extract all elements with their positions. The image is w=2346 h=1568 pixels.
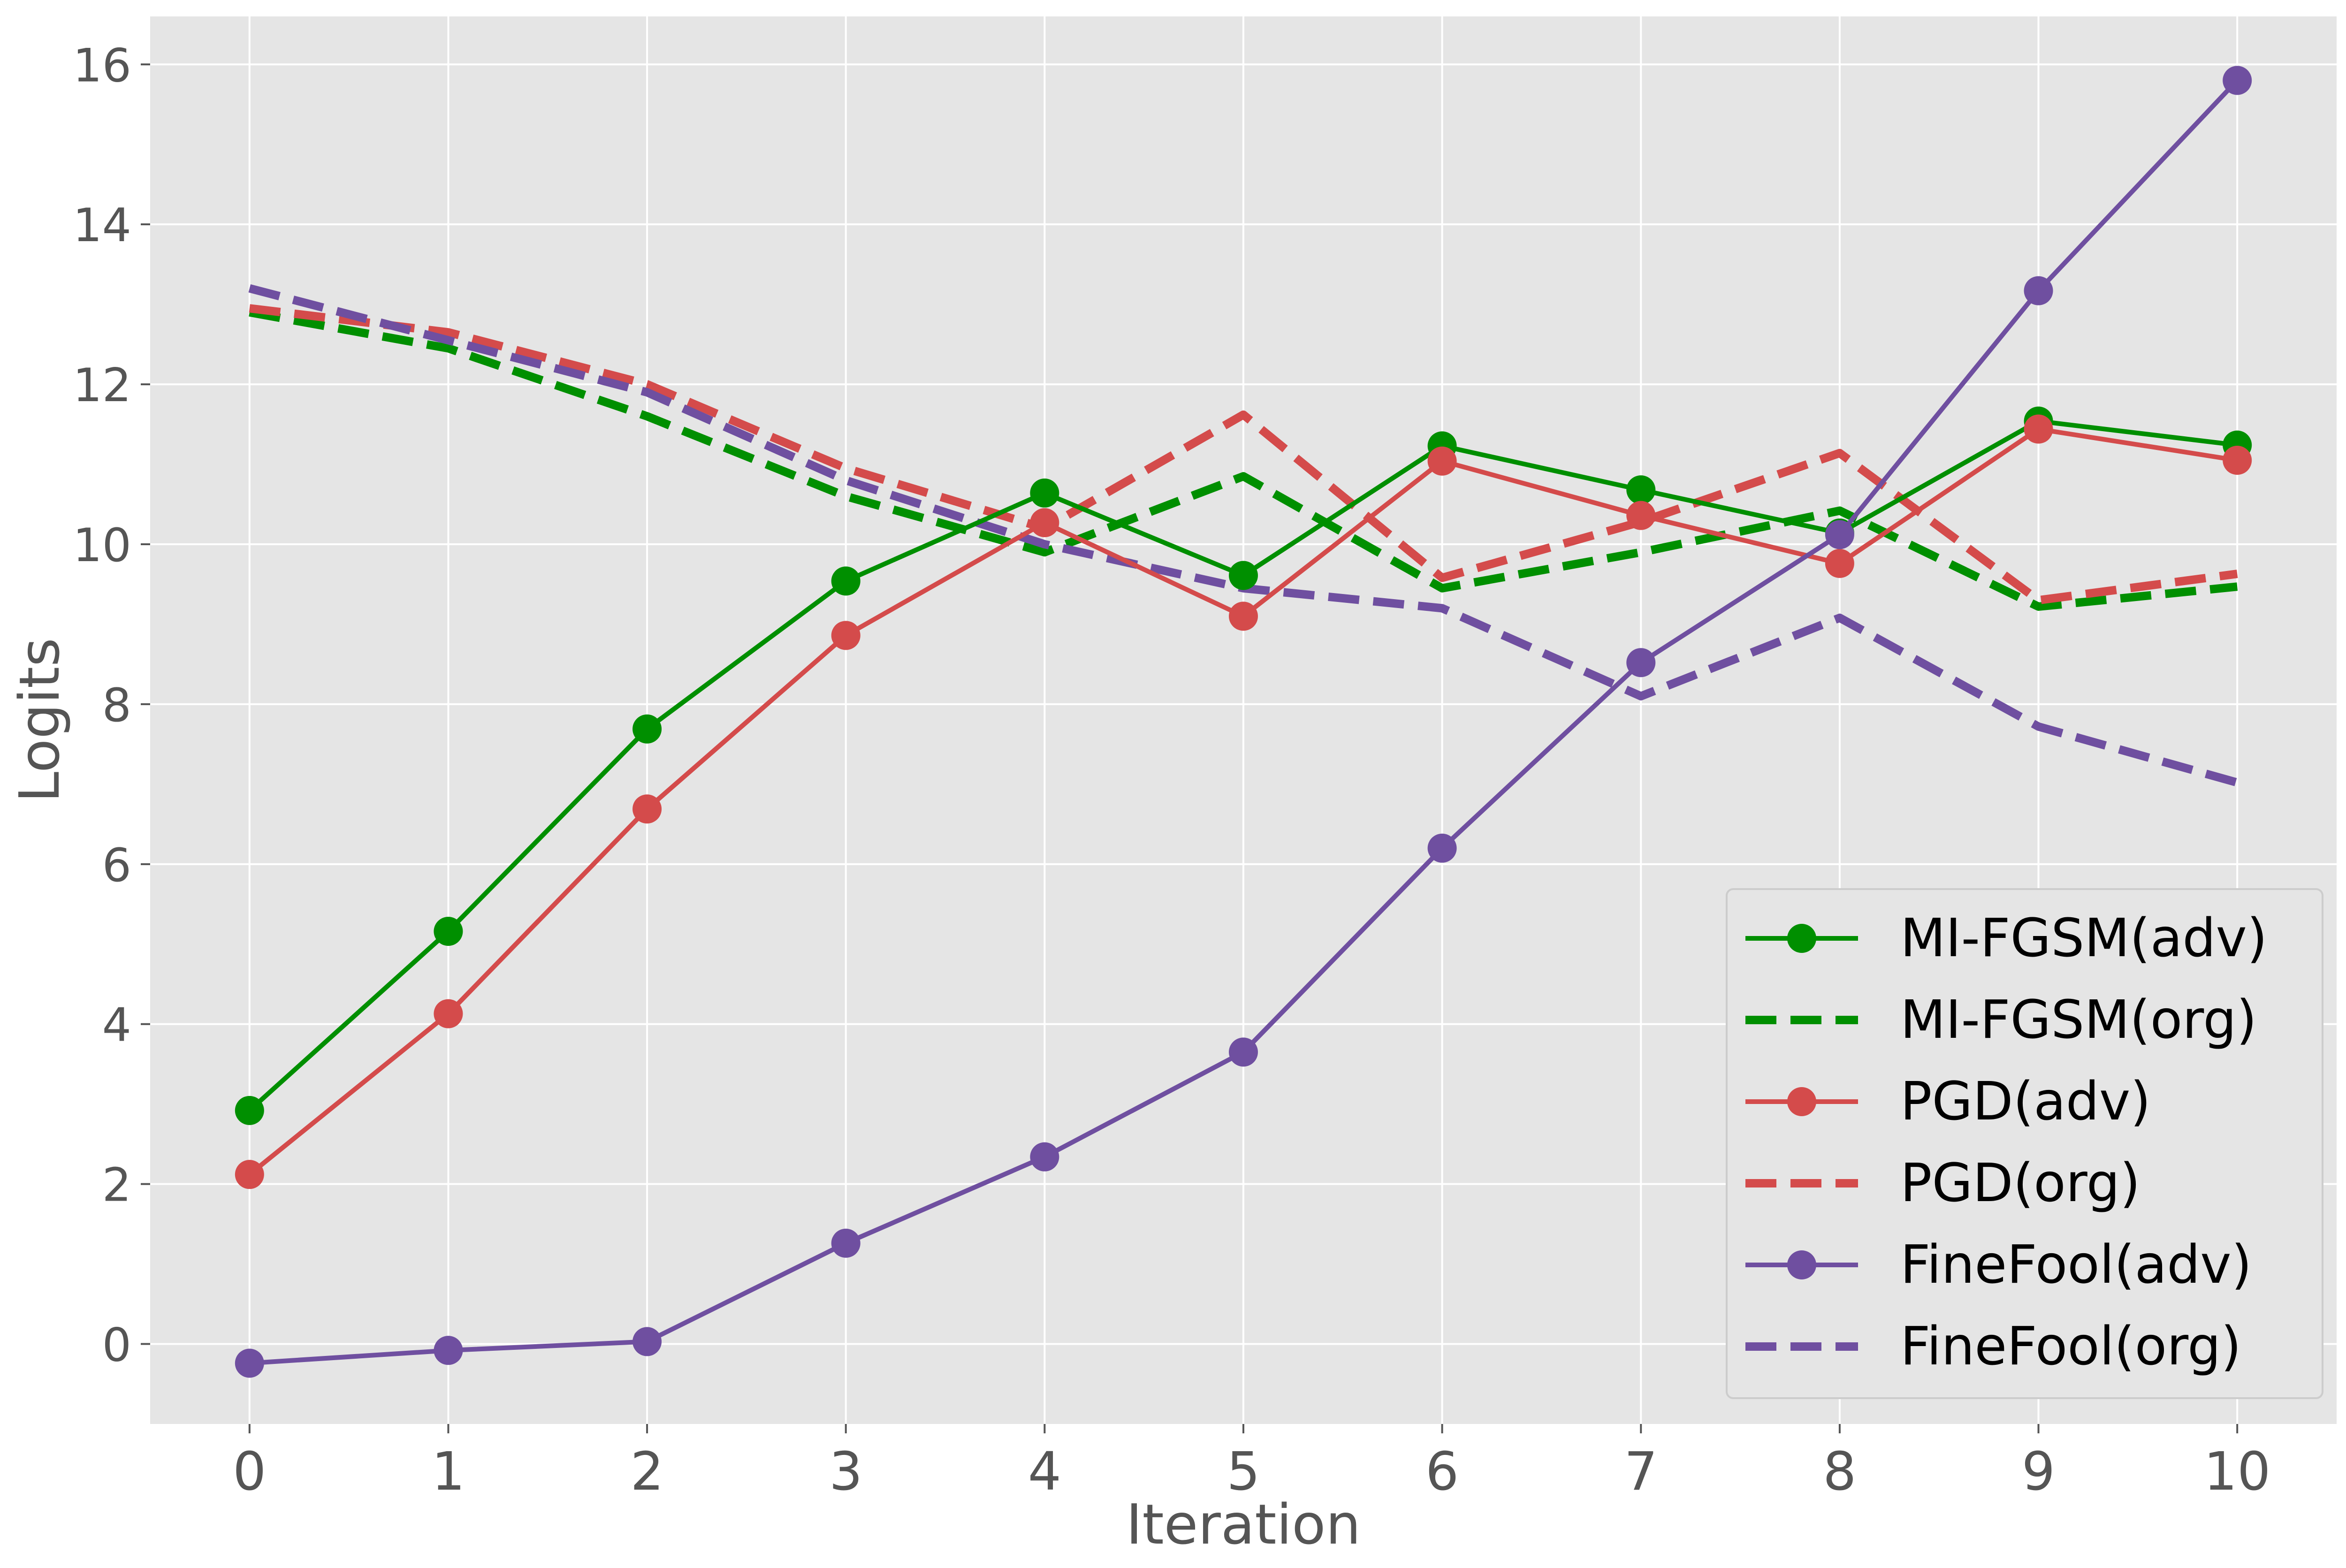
data-point-pgd-adv <box>434 999 463 1028</box>
series-finefool-adv <box>235 66 2252 1378</box>
y-tick-label: 6 <box>102 839 131 892</box>
x-axis-ticks: 0 1 2 3 4 5 6 7 8 9 10 <box>233 1424 2270 1502</box>
data-point-pgd-adv <box>632 794 662 824</box>
data-point-pgd-adv <box>1626 501 1656 530</box>
x-tick-label: 9 <box>2022 1441 2055 1502</box>
data-point-finefool-adv <box>1427 833 1457 863</box>
legend-label: FineFool(adv) <box>1900 1234 2252 1295</box>
data-point-finefool-adv <box>434 1336 463 1365</box>
x-tick-label: 6 <box>1425 1441 1459 1502</box>
y-axis-ticks: 0 2 4 6 8 10 12 14 16 <box>73 39 150 1372</box>
data-point-mi-fgsm-adv <box>831 566 861 596</box>
data-point-pgd-adv <box>2223 446 2252 475</box>
data-point-pgd-adv <box>1229 601 1258 631</box>
data-point-finefool-adv <box>831 1228 861 1258</box>
y-tick-label: 8 <box>102 679 131 732</box>
legend-item-pgd-adv: PGD(adv) <box>1745 1071 2151 1132</box>
legend: MI-FGSM(adv) MI-FGSM(org) PGD(adv) PGD(org)… <box>1726 888 2323 1399</box>
x-tick-label: 3 <box>829 1441 862 1502</box>
data-point-mi-fgsm-adv <box>1626 475 1656 505</box>
series-line-pgd-org <box>249 304 2238 605</box>
x-tick-label: 1 <box>432 1441 465 1502</box>
y-axis-label: Logits <box>7 638 72 802</box>
legend-item-finefool-org: FineFool(org) <box>1745 1316 2241 1377</box>
y-tick-label: 2 <box>102 1159 131 1212</box>
y-tick-label: 14 <box>73 199 131 252</box>
data-point-finefool-adv <box>632 1327 662 1356</box>
grid <box>150 16 2337 1424</box>
series-layer <box>235 66 2252 1378</box>
y-tick-label: 0 <box>102 1319 131 1372</box>
data-point-finefool-adv <box>1626 648 1656 677</box>
data-point-finefool-adv <box>1229 1037 1258 1067</box>
data-point-pgd-adv <box>235 1160 264 1189</box>
data-point-finefool-adv <box>2223 66 2252 95</box>
legend-item-mi-fgsm-org: MI-FGSM(org) <box>1745 990 2257 1050</box>
data-point-finefool-adv <box>1825 520 1854 549</box>
legend-marker <box>1787 924 1816 953</box>
x-tick-label: 5 <box>1226 1441 1260 1502</box>
data-point-mi-fgsm-adv <box>434 917 463 946</box>
data-point-pgd-adv <box>831 621 861 650</box>
x-tick-label: 8 <box>1823 1441 1856 1502</box>
legend-marker <box>1787 1250 1816 1279</box>
x-axis-label: Iteration <box>1126 1492 1361 1557</box>
y-tick-label: 4 <box>102 999 131 1052</box>
legend-item-pgd-org: PGD(org) <box>1745 1153 2140 1214</box>
data-point-pgd-adv <box>1825 548 1854 578</box>
series-line-mi-fgsm-org <box>249 308 2238 611</box>
legend-item-mi-fgsm-adv: MI-FGSM(adv) <box>1745 908 2267 969</box>
x-tick-label: 4 <box>1028 1441 1061 1502</box>
legend-label: PGD(adv) <box>1900 1071 2151 1132</box>
legend-label: MI-FGSM(org) <box>1900 990 2257 1050</box>
data-point-finefool-adv <box>235 1348 264 1378</box>
data-point-mi-fgsm-adv <box>235 1096 264 1125</box>
x-tick-label: 2 <box>630 1441 663 1502</box>
data-point-finefool-adv <box>2024 276 2053 305</box>
data-point-mi-fgsm-adv <box>1030 478 1059 508</box>
series-pgd-adv <box>235 414 2252 1189</box>
x-tick-label: 0 <box>233 1441 266 1502</box>
y-tick-label: 12 <box>73 359 131 412</box>
x-tick-label: 10 <box>2204 1441 2271 1502</box>
x-tick-label: 7 <box>1624 1441 1658 1502</box>
legend-box <box>1726 888 2323 1399</box>
legend-label: MI-FGSM(adv) <box>1900 908 2267 969</box>
data-point-mi-fgsm-adv <box>632 714 662 744</box>
series-mi-fgsm-org <box>249 308 2238 611</box>
data-point-mi-fgsm-adv <box>1229 561 1258 590</box>
data-point-pgd-adv <box>1427 446 1457 476</box>
legend-label: FineFool(org) <box>1900 1316 2241 1377</box>
data-point-pgd-adv <box>1030 508 1059 537</box>
legend-marker <box>1787 1087 1816 1116</box>
legend-item-finefool-adv: FineFool(adv) <box>1745 1234 2252 1295</box>
legend-label: PGD(org) <box>1900 1153 2140 1214</box>
series-pgd-org <box>249 304 2238 605</box>
data-point-pgd-adv <box>2024 414 2053 444</box>
data-point-finefool-adv <box>1030 1142 1059 1172</box>
y-tick-label: 16 <box>73 39 131 92</box>
y-tick-label: 10 <box>73 519 131 572</box>
